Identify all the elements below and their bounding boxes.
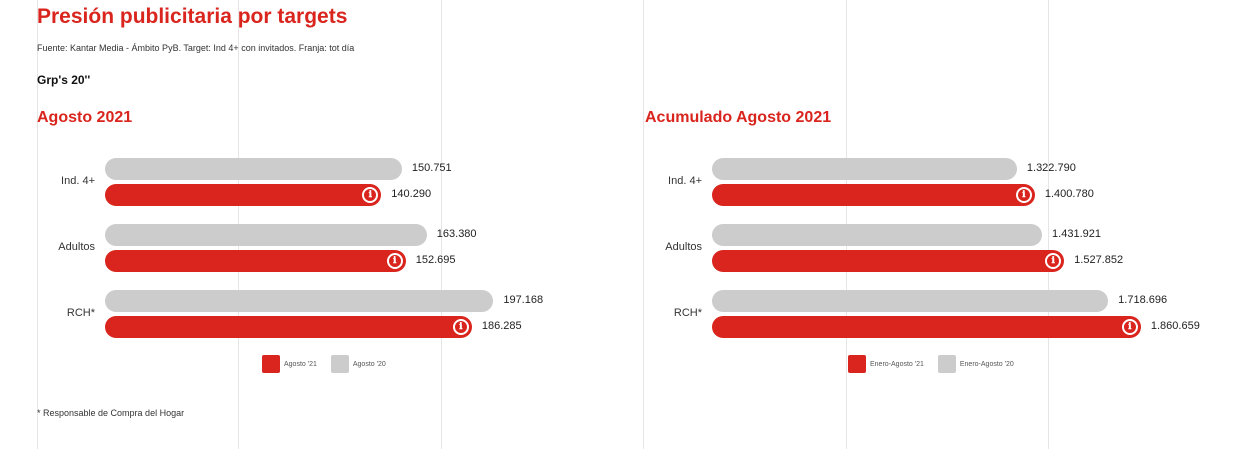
info-icon[interactable]: ℹ [1015, 187, 1032, 203]
data-label: 1.860.659 [1150, 320, 1200, 332]
chart-title: Agosto 2021 [37, 109, 133, 126]
legend-swatch [848, 355, 866, 373]
bar-current[interactable]: ℹ [712, 316, 1141, 338]
bar-current[interactable]: ℹ [712, 184, 1035, 206]
legend-label: Enero-Agosto '20 [959, 360, 1014, 368]
data-label: 1.322.790 [1026, 162, 1076, 174]
data-label: 140.290 [391, 188, 432, 200]
legend-item[interactable]: Agosto '21 [262, 355, 317, 373]
bar-previous[interactable] [105, 290, 494, 312]
data-label: 1.527.852 [1074, 254, 1124, 266]
legend: Agosto '21 Agosto '20 [262, 355, 386, 373]
data-label: 150.751 [411, 162, 452, 174]
bar-current[interactable]: ℹ [105, 250, 406, 272]
bar-current[interactable]: ℹ [105, 184, 382, 206]
legend-label: Agosto '20 [352, 360, 386, 368]
legend-item[interactable]: Enero-Agosto '20 [937, 355, 1014, 373]
legend-swatch [937, 355, 956, 373]
gridline [37, 0, 38, 449]
info-icon[interactable]: ℹ [1121, 319, 1138, 335]
gridline [1048, 0, 1049, 449]
legend-label: Enero-Agosto '21 [870, 360, 924, 368]
page-title: Presión publicitaria por targets [37, 5, 348, 28]
category-label: Ind. 4+ [668, 175, 702, 187]
legend-swatch [262, 355, 280, 373]
footnote: * Responsable de Compra del Hogar [37, 408, 185, 418]
chart-title: Acumulado Agosto 2021 [645, 109, 832, 126]
gridline [441, 0, 442, 449]
legend: Enero-Agosto '21 Enero-Agosto '20 [848, 355, 1014, 373]
category-label: Adultos [665, 241, 702, 253]
data-label: 1.400.780 [1044, 188, 1094, 200]
gridline [643, 0, 644, 449]
bar-previous[interactable] [712, 224, 1043, 246]
data-label: 186.285 [481, 320, 522, 332]
info-icon[interactable]: ℹ [386, 253, 403, 269]
data-label: 163.380 [436, 228, 477, 240]
bar-current[interactable]: ℹ [105, 316, 472, 338]
data-label: 197.168 [503, 294, 544, 306]
bar-previous[interactable] [105, 224, 427, 246]
source-note: Fuente: Kantar Media - Ámbito PyB. Targe… [37, 43, 355, 53]
legend-item[interactable]: Enero-Agosto '21 [848, 355, 924, 373]
data-label: 152.695 [415, 254, 456, 266]
data-label: 1.431.921 [1052, 228, 1101, 240]
bar-previous[interactable] [712, 158, 1017, 180]
bar-previous[interactable] [105, 158, 402, 180]
category-label: Ind. 4+ [61, 175, 95, 187]
category-label: RCH* [66, 307, 95, 319]
category-label: Adultos [58, 241, 95, 253]
legend-label: Agosto '21 [284, 360, 317, 368]
info-icon[interactable]: ℹ [362, 187, 379, 203]
info-icon[interactable]: ℹ [1045, 253, 1062, 269]
data-label: 1.718.696 [1118, 294, 1168, 306]
legend-swatch [330, 355, 349, 373]
unit-label: Grp's 20'' [37, 73, 91, 87]
info-icon[interactable]: ℹ [452, 319, 469, 335]
category-label: RCH* [673, 307, 702, 319]
bar-previous[interactable] [712, 290, 1109, 312]
bar-current[interactable]: ℹ [712, 250, 1065, 272]
legend-item[interactable]: Agosto '20 [330, 355, 386, 373]
